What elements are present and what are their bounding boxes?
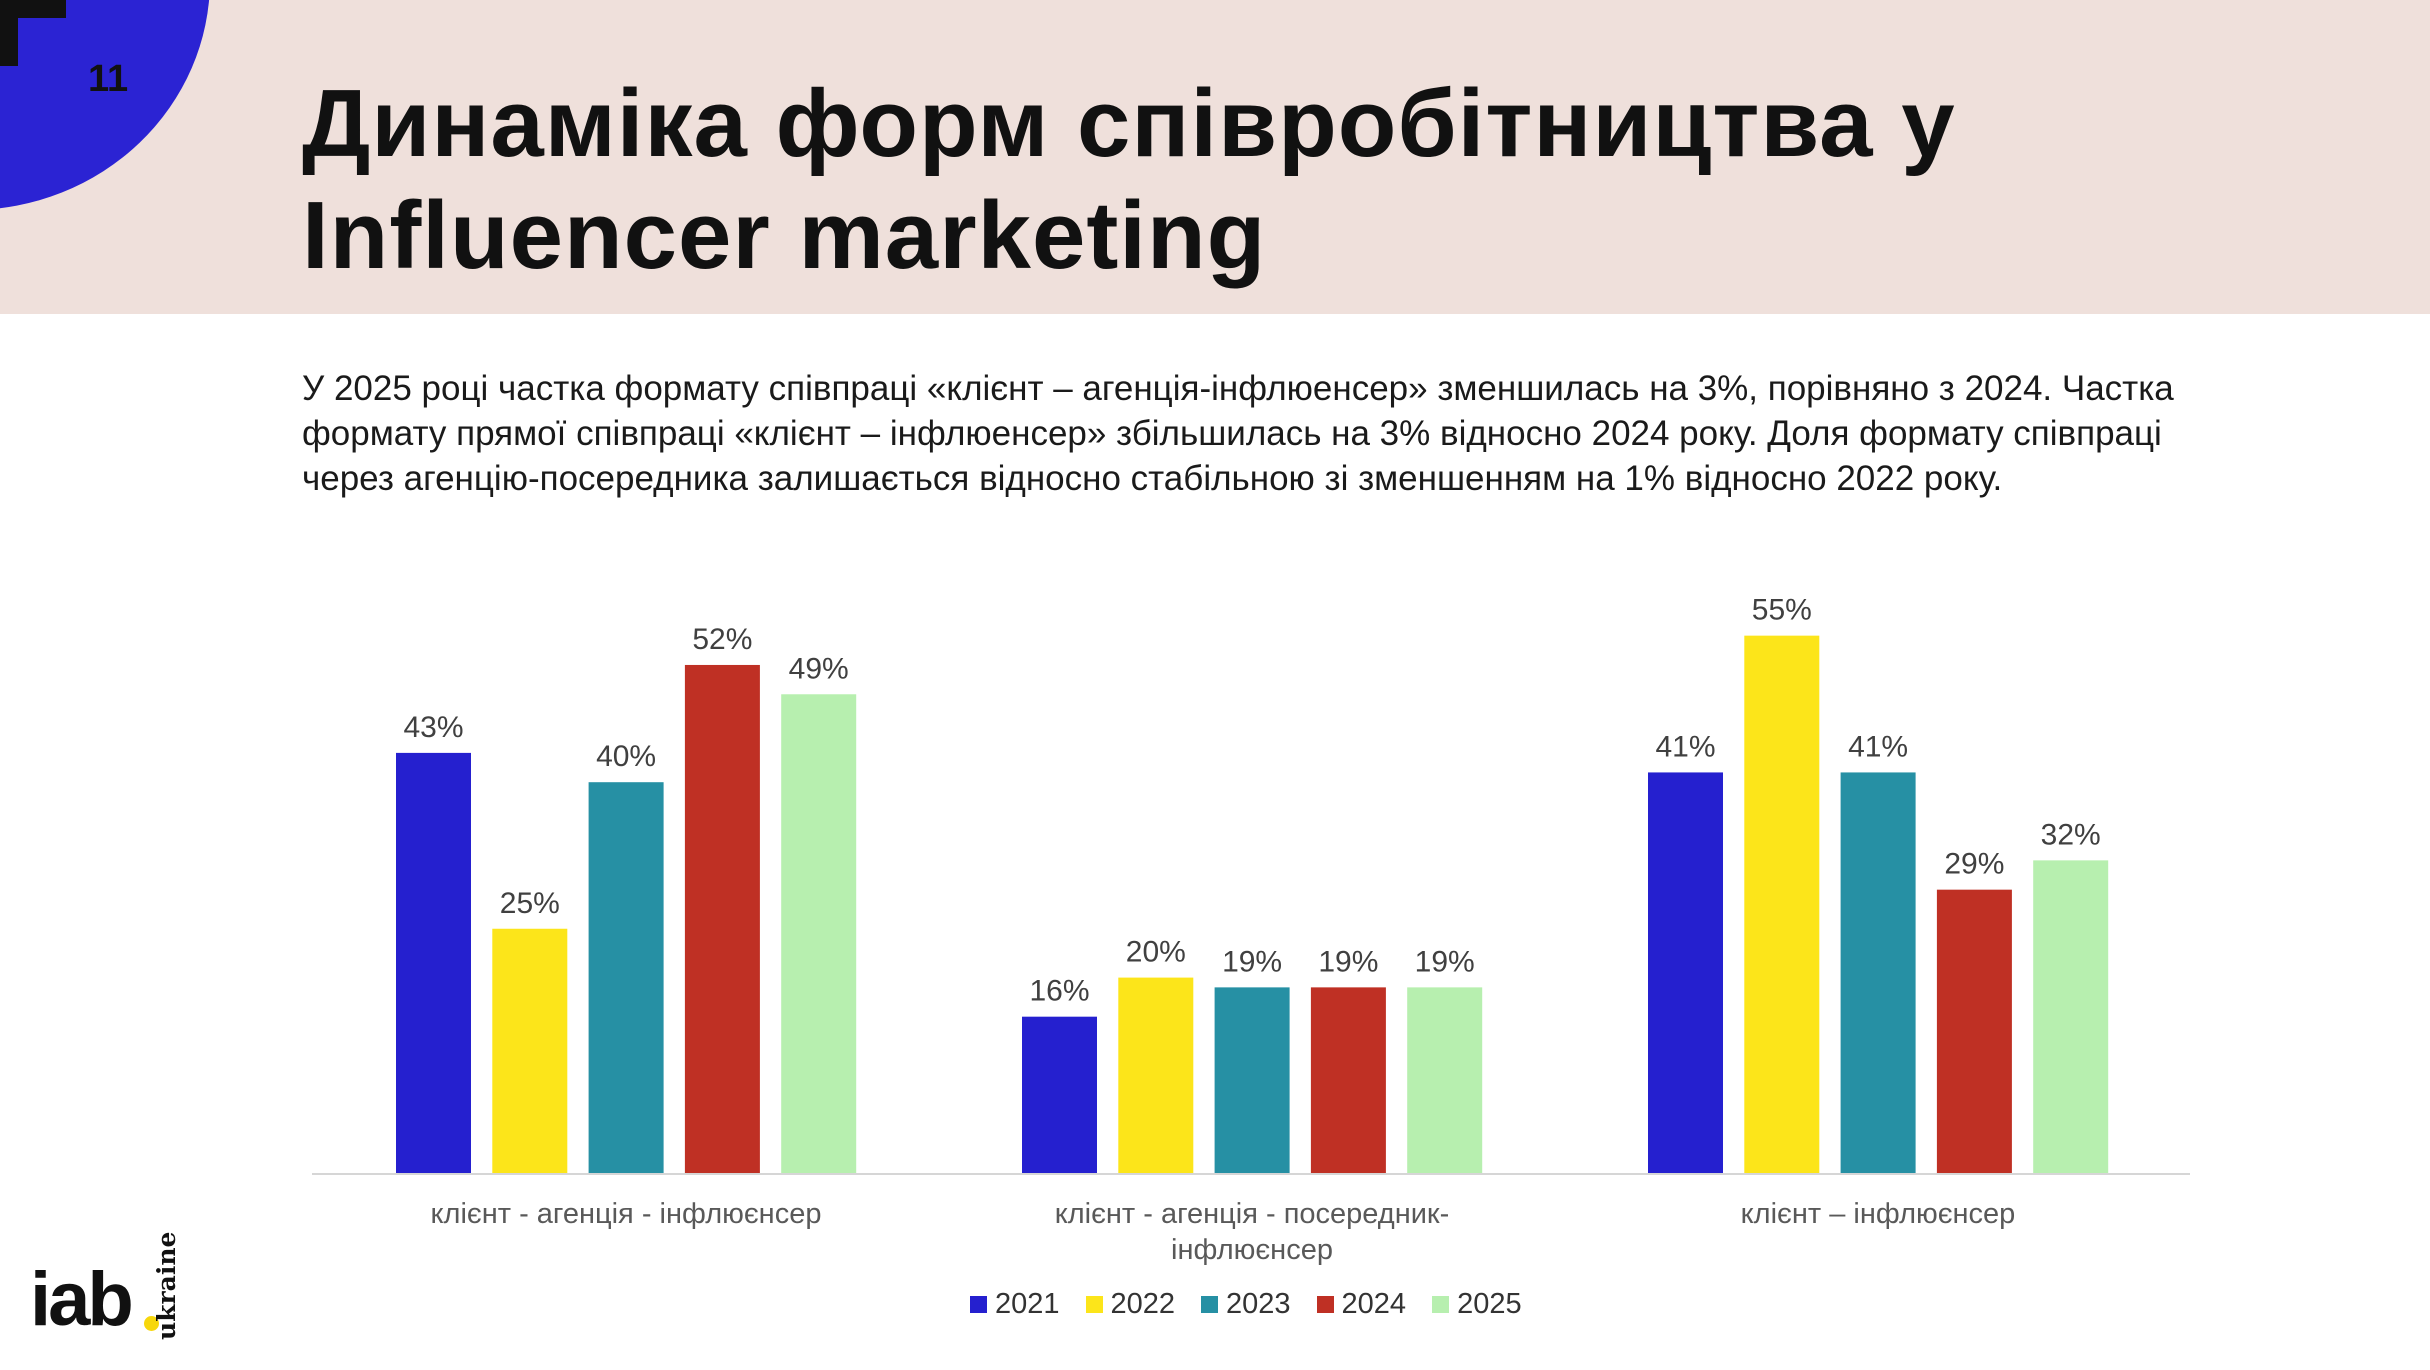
- legend-swatch: [1432, 1296, 1450, 1313]
- data-label: 20%: [1126, 936, 1186, 969]
- bar-2025-1: [1407, 987, 1483, 1173]
- legend-label: 2023: [1226, 1288, 1291, 1320]
- legend-item-2024: 2024: [1316, 1288, 1407, 1321]
- logo-subtext: ukraine: [152, 1231, 181, 1340]
- data-label: 40%: [596, 740, 656, 773]
- legend-swatch: [970, 1296, 987, 1313]
- bar-2022-0: [492, 928, 568, 1173]
- iab-ukraine-logo: iab ukraine: [30, 1232, 181, 1356]
- legend-label: 2024: [1341, 1288, 1407, 1320]
- chart-legend: 2021 2022 2023 2024 2025: [970, 1288, 1522, 1321]
- bar-2021-0: [396, 752, 471, 1173]
- data-label: 41%: [1655, 730, 1715, 763]
- legend-label: 2021: [995, 1288, 1060, 1320]
- corner-bracket-icon: [0, 0, 66, 66]
- legend-label: 2022: [1110, 1288, 1176, 1320]
- bar-2023-1: [1214, 987, 1290, 1173]
- data-label: 43%: [403, 711, 463, 744]
- bar-2021-1: [1022, 1016, 1097, 1173]
- data-label: 55%: [1752, 594, 1812, 627]
- data-label: 32%: [2041, 818, 2101, 851]
- slide-header: 11 Динаміка форм співробітництва у Influ…: [0, 0, 2430, 314]
- data-label: 19%: [1222, 945, 1282, 978]
- data-label: 29%: [1944, 848, 2004, 881]
- page-number: 11: [88, 58, 129, 100]
- category-label: клієнт - агенція - інфлюєнсер: [431, 1198, 822, 1230]
- legend-swatch: [1316, 1296, 1334, 1313]
- bar-2023-0: [588, 782, 664, 1173]
- legend-item-2023: 2023: [1201, 1288, 1291, 1321]
- legend-swatch: [1085, 1296, 1103, 1313]
- data-label: 19%: [1318, 945, 1378, 978]
- data-label: 41%: [1848, 730, 1908, 763]
- data-label: 49%: [789, 652, 849, 685]
- data-label: 52%: [692, 623, 752, 656]
- bar-2024-1: [1310, 987, 1386, 1173]
- bar-2023-2: [1840, 772, 1916, 1173]
- logo-text: iab: [30, 1257, 134, 1342]
- bar-2025-2: [2033, 860, 2109, 1173]
- bar-2025-0: [781, 694, 857, 1173]
- legend-item-2022: 2022: [1085, 1288, 1176, 1321]
- legend-swatch: [1201, 1296, 1219, 1313]
- intro-paragraph: У 2025 році частка формату співпраці «кл…: [302, 369, 2174, 498]
- bar-chart: 43% 16% 41% 25% 20% 55% 40% 19% 41% 52% 19% 29% 49% 1…: [312, 594, 2190, 1266]
- category-label: клієнт - агенція - посередник-інфлюєнсер: [1055, 1198, 1450, 1266]
- logo-dot: [144, 1316, 159, 1331]
- bar-2021-2: [1648, 772, 1723, 1173]
- legend-label: 2025: [1457, 1288, 1522, 1320]
- category-label: клієнт – інфлюєнсер: [1741, 1198, 2016, 1230]
- legend-item-2025: 2025: [1432, 1288, 1522, 1321]
- bar-2024-2: [1936, 889, 2012, 1173]
- bar-2022-2: [1744, 635, 1820, 1173]
- data-label: 19%: [1415, 945, 1475, 978]
- data-label: 25%: [500, 887, 560, 920]
- legend-item-2021: 2021: [970, 1288, 1060, 1321]
- page-title: Динаміка форм співробітництва у Influenc…: [302, 70, 1956, 289]
- bar-2024-0: [684, 664, 760, 1173]
- bar-2022-1: [1118, 977, 1194, 1173]
- data-label: 16%: [1029, 975, 1089, 1008]
